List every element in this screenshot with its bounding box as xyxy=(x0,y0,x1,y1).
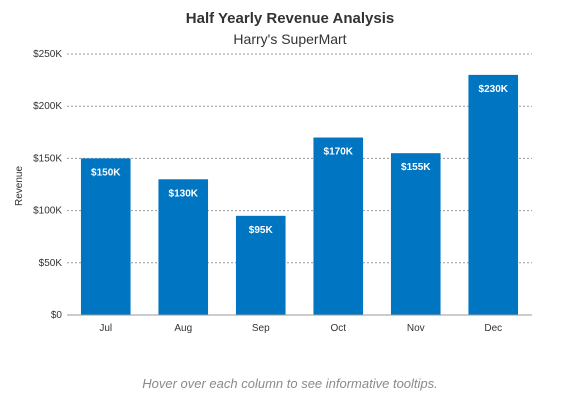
data-label: $230K xyxy=(479,84,509,95)
data-label: $130K xyxy=(169,188,199,199)
data-label: $170K xyxy=(324,147,354,158)
grid-lines xyxy=(67,53,532,264)
y-tick-label: $100K xyxy=(33,206,62,217)
bar-chart: $0 $50K $100K $150K $200K $250K $150K $130K $95… xyxy=(14,49,532,334)
x-tick-label: Jul xyxy=(99,323,112,334)
bar[interactable] xyxy=(313,137,364,315)
y-tick-label: $200K xyxy=(33,101,62,112)
x-axis-ticks: Jul Aug Sep Oct Nov Dec xyxy=(99,323,502,334)
data-label: $155K xyxy=(401,162,431,173)
bar[interactable] xyxy=(390,153,441,315)
x-tick-label: Aug xyxy=(174,323,192,334)
y-axis-label: Revenue xyxy=(14,166,25,206)
data-label: $95K xyxy=(249,225,274,236)
y-tick-label: $250K xyxy=(33,49,62,60)
x-tick-label: Sep xyxy=(252,323,270,334)
x-tick-label: Dec xyxy=(484,323,502,334)
x-tick-label: Oct xyxy=(330,323,346,334)
y-axis-ticks: $0 $50K $100K $150K $200K $250K xyxy=(33,49,62,321)
tooltip-hint-caption: Hover over each column to see informativ… xyxy=(142,376,438,391)
y-tick-label: $50K xyxy=(39,258,63,269)
chart-title: Half Yearly Revenue Analysis xyxy=(185,10,395,27)
y-tick-label: $150K xyxy=(33,153,62,164)
bar[interactable] xyxy=(80,158,131,315)
bar[interactable] xyxy=(235,215,286,315)
data-label: $150K xyxy=(91,167,121,178)
y-tick-label: $0 xyxy=(51,310,63,321)
bar[interactable] xyxy=(158,179,209,315)
x-tick-label: Nov xyxy=(407,323,425,334)
bar[interactable] xyxy=(468,74,519,315)
chart-subtitle: Harry's SuperMart xyxy=(233,31,347,47)
bar-series: $150K $130K $95K $170K $155K $230K xyxy=(80,74,519,315)
